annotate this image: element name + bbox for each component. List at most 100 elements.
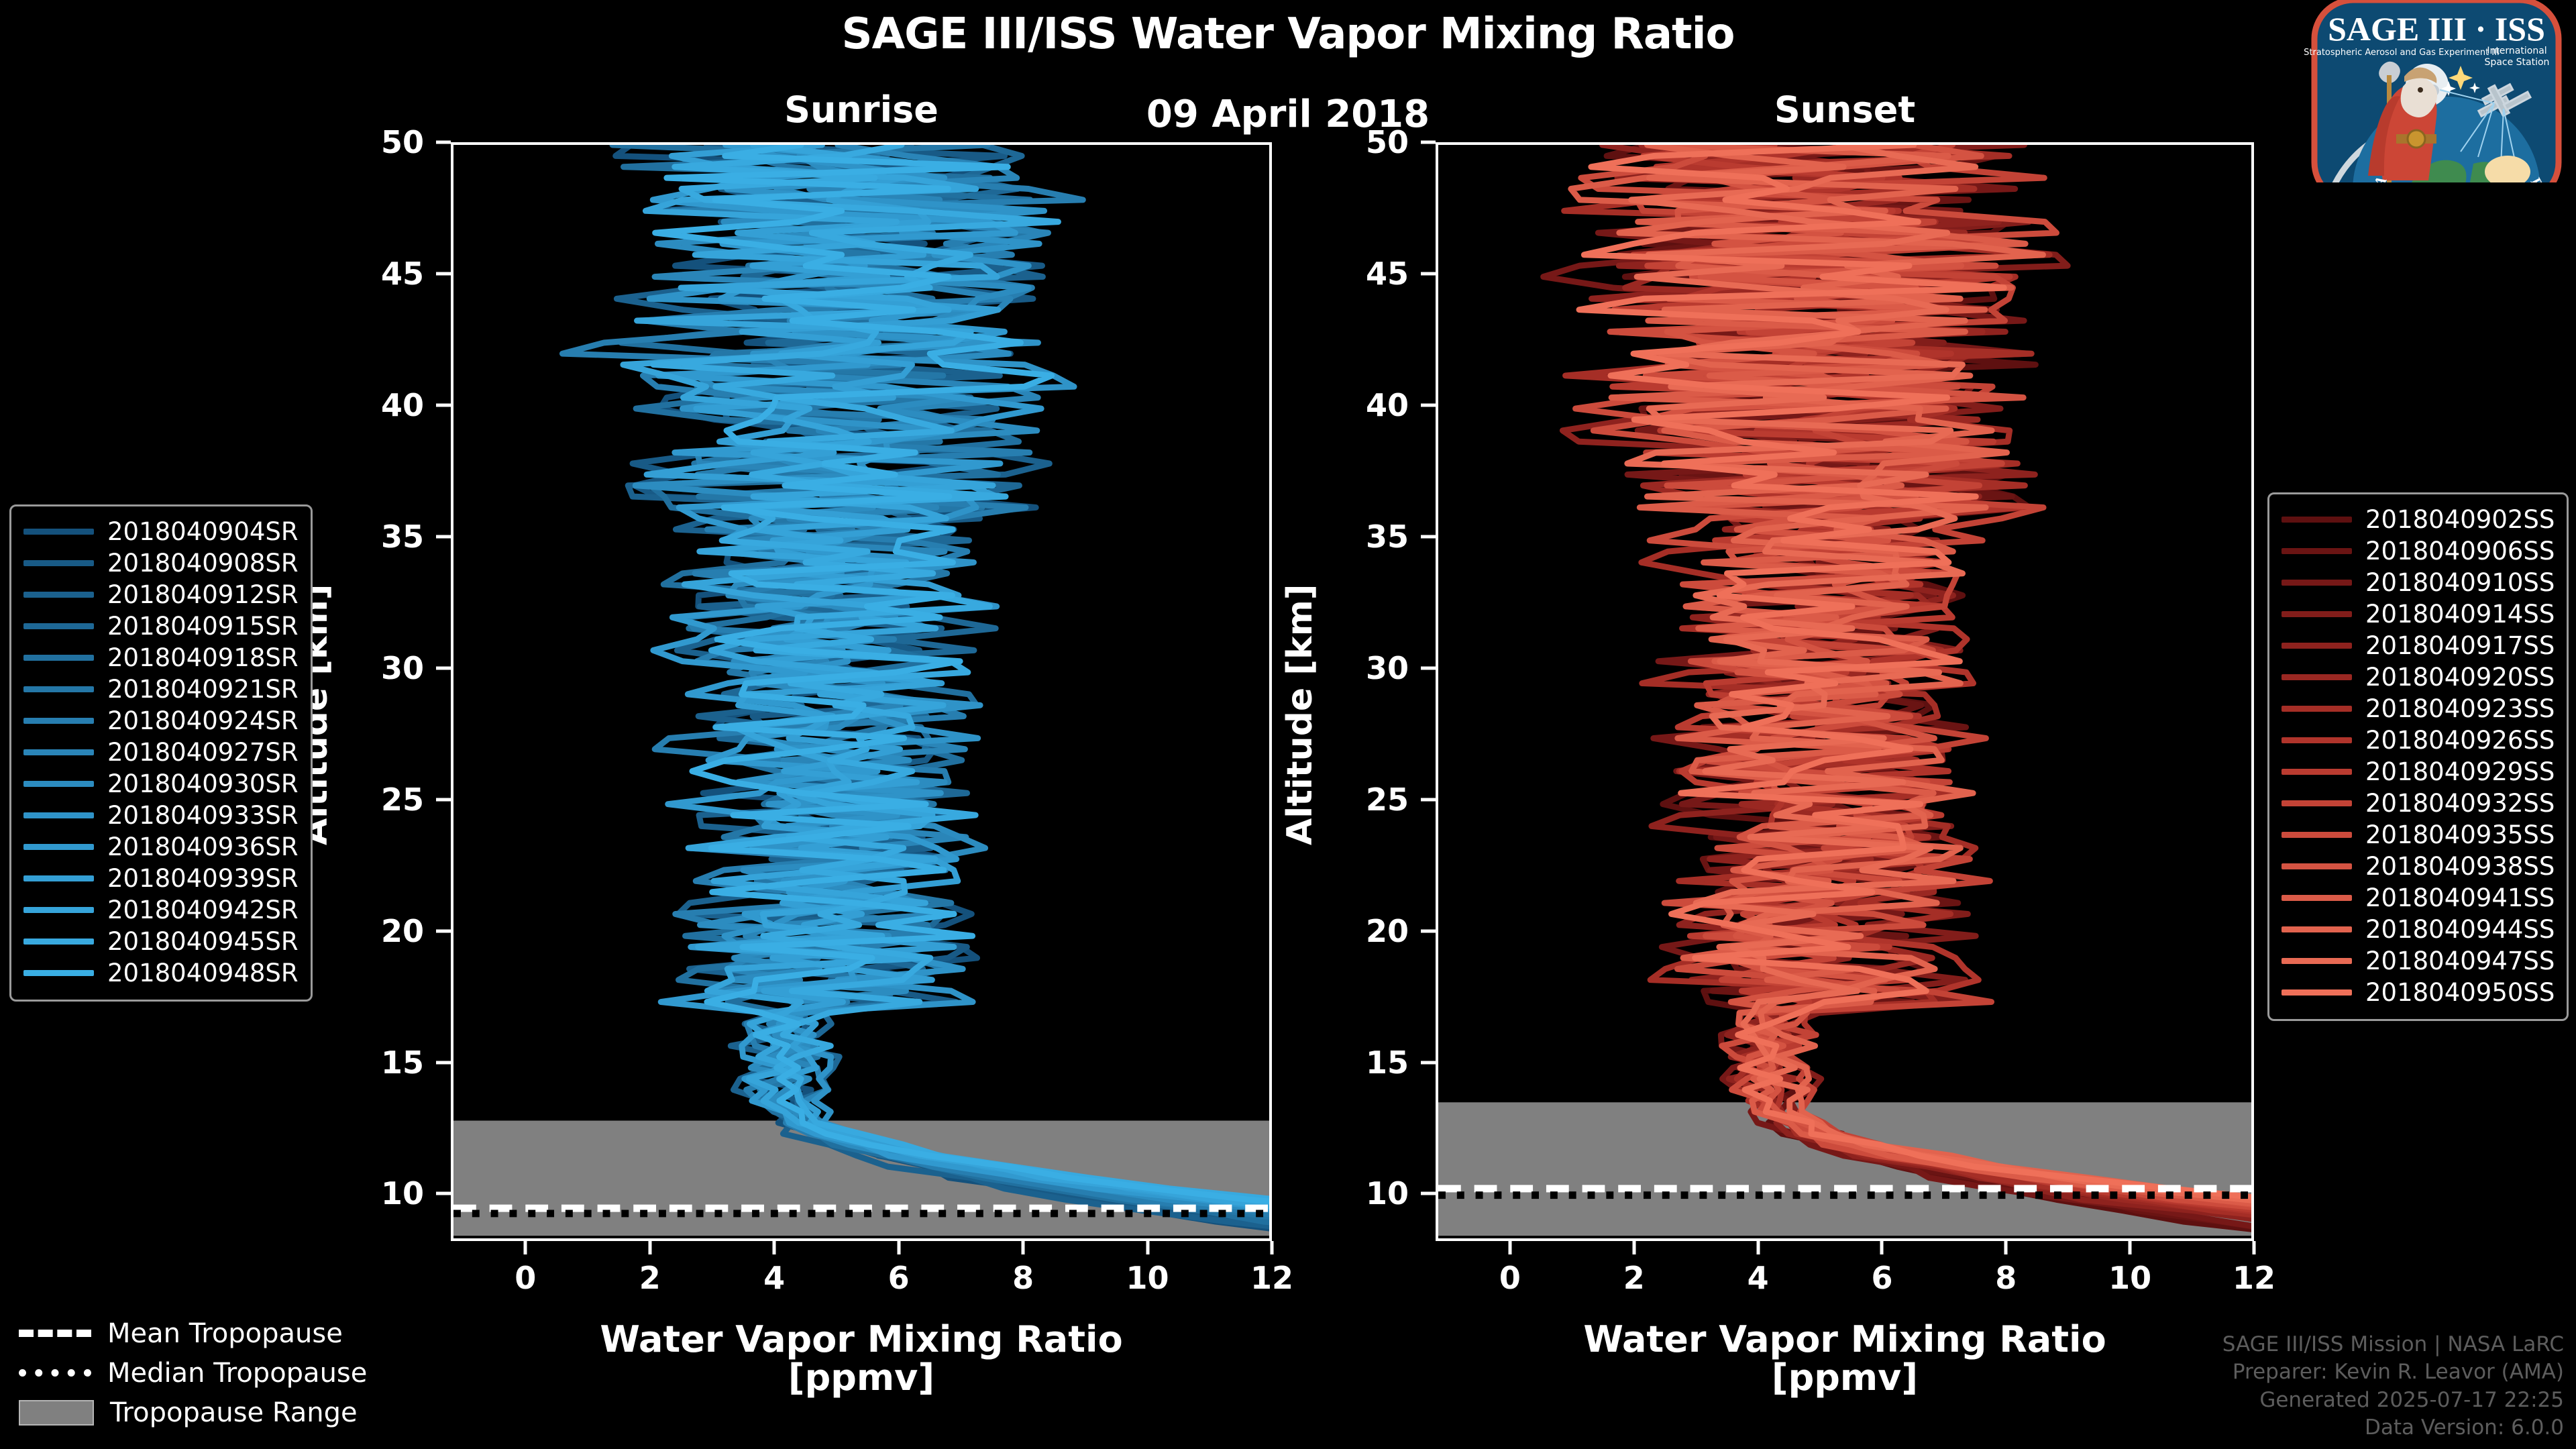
credits-line: Generated 2025-07-17 22:25 <box>2259 1387 2564 1412</box>
legend-item[interactable]: 2018040936SR <box>23 831 299 863</box>
legend-item[interactable]: 2018040918SR <box>23 642 299 674</box>
legend-label: 2018040918SR <box>107 643 299 672</box>
legend-item[interactable]: 2018040923SS <box>2282 693 2555 724</box>
legend-label: 2018040930SR <box>107 769 299 798</box>
legend-color-swatch <box>23 592 94 598</box>
legend-item[interactable]: 2018040914SS <box>2282 598 2555 630</box>
legend-item[interactable]: 2018040938SS <box>2282 851 2555 882</box>
y-tick-label: 35 <box>1365 518 1409 555</box>
legend-item[interactable]: 2018040935SS <box>2282 819 2555 851</box>
legend-item[interactable]: 2018040942SR <box>23 894 299 926</box>
legend-item[interactable]: 2018040945SR <box>23 926 299 957</box>
y-tick-mark <box>436 1061 451 1065</box>
legend-color-swatch <box>2282 895 2352 901</box>
x-tick-label: 12 <box>2232 1260 2275 1296</box>
legend-item[interactable]: 2018040908SR <box>23 547 299 579</box>
legend-color-swatch <box>2282 674 2352 680</box>
x-tick-label: 10 <box>1126 1260 1169 1296</box>
legend-item[interactable]: 2018040941SS <box>2282 882 2555 914</box>
legend-item[interactable]: 2018040921SR <box>23 674 299 705</box>
legend-item[interactable]: 2018040948SR <box>23 957 299 989</box>
logo-subtitle-right-line2: Space Station <box>2485 57 2550 68</box>
y-tick-mark <box>436 140 451 144</box>
legend-color-swatch <box>2282 989 2352 996</box>
legend-item[interactable]: 2018040910SS <box>2282 567 2555 598</box>
y-tick-mark <box>436 666 451 670</box>
legend-color-swatch <box>23 781 94 787</box>
legend-item[interactable]: 2018040929SS <box>2282 756 2555 788</box>
legend-label: 2018040906SS <box>2365 537 2555 566</box>
credits-line: SAGE III/ISS Mission | NASA LaRC <box>2222 1332 2564 1356</box>
legend-item[interactable]: 2018040933SR <box>23 800 299 831</box>
legend-color-swatch <box>23 718 94 724</box>
y-tick-label: 25 <box>380 781 424 818</box>
x-tick-label: 6 <box>888 1260 910 1296</box>
legend-label: 2018040948SR <box>107 959 299 987</box>
y-tick-label: 30 <box>380 649 424 686</box>
legend-label: 2018040908SR <box>107 549 299 578</box>
legend-label: 2018040938SS <box>2365 852 2555 881</box>
legend-item[interactable]: 2018040932SS <box>2282 788 2555 819</box>
legend-item[interactable]: 2018040920SS <box>2282 661 2555 693</box>
legend-item[interactable]: 2018040915SR <box>23 610 299 642</box>
x-tick-mark <box>1880 1241 1884 1254</box>
legend-color-swatch <box>2282 737 2352 743</box>
legend-item[interactable]: 2018040902SS <box>2282 504 2555 535</box>
legend-item[interactable]: 2018040947SS <box>2282 945 2555 977</box>
tropopause-legend: Mean Tropopause Median Tropopause Tropopau… <box>19 1313 367 1432</box>
legend-item[interactable]: 2018040930SR <box>23 768 299 800</box>
profile-line <box>1616 145 2251 1203</box>
legend-label: 2018040923SS <box>2365 694 2555 723</box>
legend-color-swatch <box>2282 863 2352 869</box>
legend-label: 2018040933SR <box>107 801 299 830</box>
legend-color-swatch <box>23 686 94 692</box>
x-tick-mark <box>1632 1241 1636 1254</box>
x-tick-label: 4 <box>763 1260 786 1296</box>
legend-item[interactable]: 2018040944SS <box>2282 914 2555 945</box>
legend-label: 2018040936SR <box>107 833 299 861</box>
legend-color-swatch <box>2282 926 2352 932</box>
x-tick-mark <box>897 1241 901 1254</box>
x-tick-mark <box>1270 1241 1274 1254</box>
legend-item[interactable]: 2018040927SR <box>23 737 299 768</box>
tropopause-key-item: Median Tropopause <box>19 1353 367 1393</box>
legend-label: 2018040945SR <box>107 927 299 956</box>
x-axis-units: [ppmv] <box>788 1356 935 1399</box>
y-tick-mark <box>1421 403 1436 407</box>
legend-item[interactable]: 2018040917SS <box>2282 630 2555 661</box>
y-tick-label: 25 <box>1365 781 1409 818</box>
legend-label: 2018040932SS <box>2365 789 2555 818</box>
legend-item[interactable]: 2018040904SR <box>23 516 299 547</box>
legend-item[interactable]: 2018040912SR <box>23 579 299 610</box>
sunrise-legend: 2018040904SR 2018040908SR 2018040912SR 2018… <box>9 504 313 1002</box>
x-axis-units: [ppmv] <box>1771 1356 1919 1399</box>
legend-item[interactable]: 2018040926SS <box>2282 724 2555 756</box>
x-tick-mark <box>1146 1241 1150 1254</box>
legend-label: 2018040944SS <box>2365 915 2555 944</box>
legend-item[interactable]: 2018040939SR <box>23 863 299 894</box>
y-tick-label: 20 <box>380 912 424 949</box>
y-tick-mark <box>1421 140 1436 144</box>
legend-color-swatch <box>23 970 94 976</box>
legend-item[interactable]: 2018040924SR <box>23 705 299 737</box>
legend-item[interactable]: 2018040906SS <box>2282 535 2555 567</box>
sunset-plot-panel <box>1436 142 2254 1241</box>
sunset-panel-title: Sunset <box>1774 89 1916 131</box>
y-tick-label: 50 <box>380 124 424 160</box>
legend-color-swatch <box>23 749 94 755</box>
x-axis-label: Water Vapor Mixing Ratio [ppmv] <box>451 1320 1272 1397</box>
x-tick-mark <box>1021 1241 1025 1254</box>
legend-color-swatch <box>23 875 94 881</box>
tropopause-key-item: Mean Tropopause <box>19 1313 367 1353</box>
y-tick-mark <box>1421 666 1436 670</box>
legend-label: 2018040927SR <box>107 738 299 767</box>
y-tick-label: 20 <box>1365 912 1409 949</box>
legend-label: 2018040920SS <box>2365 663 2555 692</box>
legend-label: 2018040924SR <box>107 706 299 735</box>
x-tick-mark <box>648 1241 652 1254</box>
profile-line <box>620 145 1269 1210</box>
x-tick-mark <box>772 1241 776 1254</box>
legend-color-swatch <box>2282 611 2352 617</box>
y-tick-label: 35 <box>380 518 424 555</box>
legend-item[interactable]: 2018040950SS <box>2282 977 2555 1008</box>
